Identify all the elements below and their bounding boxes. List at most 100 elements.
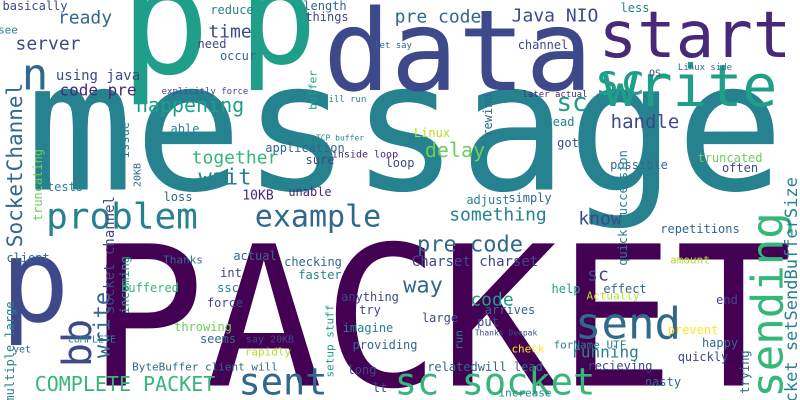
word: incoming <box>118 256 132 314</box>
word: start <box>599 0 792 73</box>
word: inside loop <box>332 150 398 161</box>
word: ByteBuffer client will <box>132 361 278 374</box>
word: 10KB <box>242 189 273 204</box>
word: explicitly force <box>162 87 249 97</box>
word: SocketChannel <box>3 83 27 247</box>
word: handle <box>611 111 680 133</box>
word: running <box>571 343 638 362</box>
word: forName UTF <box>554 339 627 352</box>
word: Java NIO <box>512 6 599 27</box>
word: force <box>207 296 243 310</box>
word: nasty <box>645 375 681 389</box>
word: got <box>557 136 579 150</box>
word: p <box>239 0 317 94</box>
word: sc socket <box>395 361 595 400</box>
word: still run <box>318 95 367 105</box>
word: recieving <box>587 359 652 373</box>
word: large <box>422 311 458 325</box>
word: data <box>323 0 593 117</box>
word: time <box>208 22 251 43</box>
word: put <box>477 315 499 329</box>
word: happy <box>702 336 738 350</box>
word: lt <box>373 381 387 395</box>
word: trying <box>738 350 752 393</box>
word: arrives <box>485 303 536 317</box>
word: loss <box>164 190 193 204</box>
word: unable <box>288 185 331 199</box>
word: try <box>359 303 381 317</box>
word: sc <box>556 88 587 118</box>
word: sending <box>743 212 794 397</box>
word: code <box>470 290 513 311</box>
word: wait <box>199 166 252 191</box>
word: TCP buffer <box>316 134 364 143</box>
word: multiple large <box>3 301 17 400</box>
word: basically <box>2 0 67 13</box>
word: rapidly <box>245 346 292 359</box>
word: read <box>546 115 575 129</box>
word: end <box>716 293 738 307</box>
word: checking <box>284 255 342 269</box>
word: bb <box>55 319 101 367</box>
word: ready <box>58 8 112 29</box>
word: able <box>171 122 200 136</box>
word: Actually <box>587 290 640 303</box>
word: see <box>0 24 18 37</box>
word: things <box>305 10 348 24</box>
word: let say <box>374 41 413 51</box>
word: quickly <box>678 350 729 364</box>
word: something <box>449 205 547 226</box>
word: int <box>220 266 242 280</box>
word: OS <box>649 69 661 80</box>
word: run <box>453 330 466 350</box>
word: message <box>26 24 785 233</box>
word: Thanks <box>163 254 203 267</box>
word: providing <box>352 338 417 352</box>
word: know <box>578 209 622 230</box>
word: Linux <box>414 126 450 140</box>
word: way <box>403 274 443 299</box>
word: happening <box>136 93 244 117</box>
word: truncated <box>697 151 762 165</box>
word: send <box>575 299 681 350</box>
word: yet <box>13 345 31 356</box>
word: long <box>348 363 377 377</box>
word: write <box>91 292 116 358</box>
word: amount <box>670 254 710 267</box>
word: channel <box>518 38 569 52</box>
word: sent <box>238 361 327 400</box>
word: buffer <box>307 70 320 110</box>
word: pre code <box>417 233 523 258</box>
word: together <box>192 148 279 169</box>
word: delay <box>425 138 485 162</box>
word: often <box>722 161 758 175</box>
word: actual <box>233 249 276 263</box>
word: ssc <box>217 281 239 295</box>
word: simply <box>508 191 551 205</box>
word: reduce <box>210 3 253 17</box>
word: n <box>22 50 49 101</box>
word: problem <box>46 197 198 238</box>
word: imagine <box>343 321 394 335</box>
word: length <box>303 0 346 13</box>
word: setup stuff <box>324 305 337 378</box>
word: increase <box>499 387 552 400</box>
word: client <box>6 251 49 265</box>
word: say 20KB <box>246 335 294 346</box>
word: prevent <box>668 323 719 337</box>
word: p <box>0 215 69 349</box>
word: example <box>255 200 381 235</box>
word: need <box>198 37 227 51</box>
word: adjust <box>466 193 509 207</box>
word: help <box>552 282 581 296</box>
word: PACKET <box>88 205 792 400</box>
word: sure <box>306 153 335 167</box>
word: COMPLETE <box>68 335 116 346</box>
word: effect <box>603 282 646 296</box>
word: relatedwill lead <box>427 360 543 374</box>
word: sc <box>595 56 646 105</box>
word: buffered <box>121 281 179 295</box>
word: server <box>15 34 80 55</box>
